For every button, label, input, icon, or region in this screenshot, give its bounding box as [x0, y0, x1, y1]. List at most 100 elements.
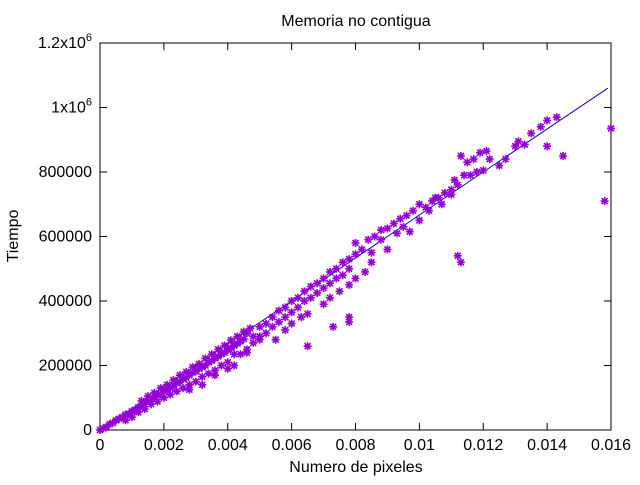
data-point — [220, 341, 229, 350]
data-point — [543, 116, 552, 125]
data-point — [482, 147, 491, 156]
data-point — [210, 366, 219, 375]
x-tick-label: 0 — [96, 437, 105, 454]
data-point — [377, 235, 386, 244]
data-point — [345, 313, 354, 322]
y-tick-label: 0 — [83, 422, 92, 439]
chart-title: Memoria no contigua — [281, 13, 431, 30]
y-axis-ticks: 0 200000 400000 600000 800000 1x106 1.2x106 — [38, 32, 611, 439]
data-point — [175, 371, 184, 380]
data-point — [179, 375, 188, 384]
data-point — [185, 385, 194, 394]
data-point — [156, 384, 165, 393]
data-point — [332, 274, 341, 283]
data-point — [185, 380, 194, 389]
data-point — [367, 248, 376, 257]
data-point — [163, 385, 172, 394]
data-point — [274, 306, 283, 315]
data-point — [319, 274, 328, 283]
data-point — [153, 397, 162, 406]
data-point — [345, 255, 354, 264]
data-point — [345, 280, 354, 289]
data-point — [338, 271, 347, 280]
data-point — [217, 361, 226, 370]
data-point — [242, 348, 251, 357]
data-point — [230, 341, 239, 350]
data-point — [345, 317, 354, 326]
x-tick-label: 0.004 — [208, 437, 248, 454]
data-point — [313, 279, 322, 288]
data-point — [511, 142, 520, 151]
data-point — [367, 258, 376, 267]
data-point — [268, 322, 277, 331]
data-point — [230, 350, 239, 359]
data-point — [262, 319, 271, 328]
data-point — [134, 408, 143, 417]
data-point — [402, 211, 411, 220]
data-point — [345, 264, 354, 273]
y-tick-label: 200000 — [39, 358, 92, 375]
data-point — [137, 396, 146, 405]
data-point — [198, 380, 207, 389]
data-point — [159, 387, 168, 396]
data-point — [325, 279, 334, 288]
data-point — [172, 387, 181, 396]
data-point — [294, 293, 303, 302]
data-point — [472, 168, 481, 176]
data-point — [223, 364, 232, 373]
data-point — [351, 250, 360, 259]
y-tick-label: 1.2x106 — [38, 32, 92, 52]
data-point — [377, 226, 386, 235]
data-point — [201, 361, 210, 370]
data-point — [246, 324, 255, 333]
data-point — [233, 332, 242, 341]
data-point — [198, 372, 207, 381]
data-point — [361, 267, 370, 276]
data-point — [163, 380, 172, 389]
data-point — [255, 335, 264, 344]
data-point — [207, 350, 216, 359]
data-point — [281, 303, 290, 312]
data-point — [255, 322, 264, 331]
data-point — [127, 413, 136, 422]
data-point — [236, 350, 245, 359]
data-point — [159, 393, 168, 402]
data-point — [335, 287, 344, 296]
data-point — [399, 222, 408, 231]
data-point — [281, 326, 290, 335]
data-point — [287, 319, 296, 328]
data-point — [479, 166, 488, 175]
data-point — [217, 350, 226, 359]
x-tick-label: 0.016 — [591, 437, 631, 454]
data-point — [121, 416, 130, 425]
y-tick-label: 600000 — [39, 229, 92, 246]
data-point — [223, 358, 232, 367]
data-point — [140, 405, 149, 414]
data-point — [485, 155, 494, 164]
data-point — [137, 401, 146, 410]
data-point — [527, 129, 536, 138]
data-point — [383, 224, 392, 233]
data-point — [559, 151, 568, 160]
data-point — [262, 329, 271, 338]
data-point — [274, 317, 283, 326]
data-point — [195, 359, 204, 368]
data-point — [495, 161, 504, 170]
data-point — [214, 345, 223, 354]
data-point — [325, 267, 334, 276]
data-point — [204, 358, 213, 367]
data-point — [297, 313, 306, 322]
data-point — [300, 287, 309, 296]
data-point — [300, 297, 309, 305]
data-point — [306, 282, 315, 291]
data-point — [303, 309, 312, 318]
scatter-points — [96, 113, 615, 434]
data-point — [514, 137, 523, 146]
data-point — [169, 376, 178, 385]
data-point — [440, 188, 449, 197]
data-point — [111, 416, 120, 425]
data-point — [370, 232, 379, 241]
data-point — [405, 227, 414, 236]
